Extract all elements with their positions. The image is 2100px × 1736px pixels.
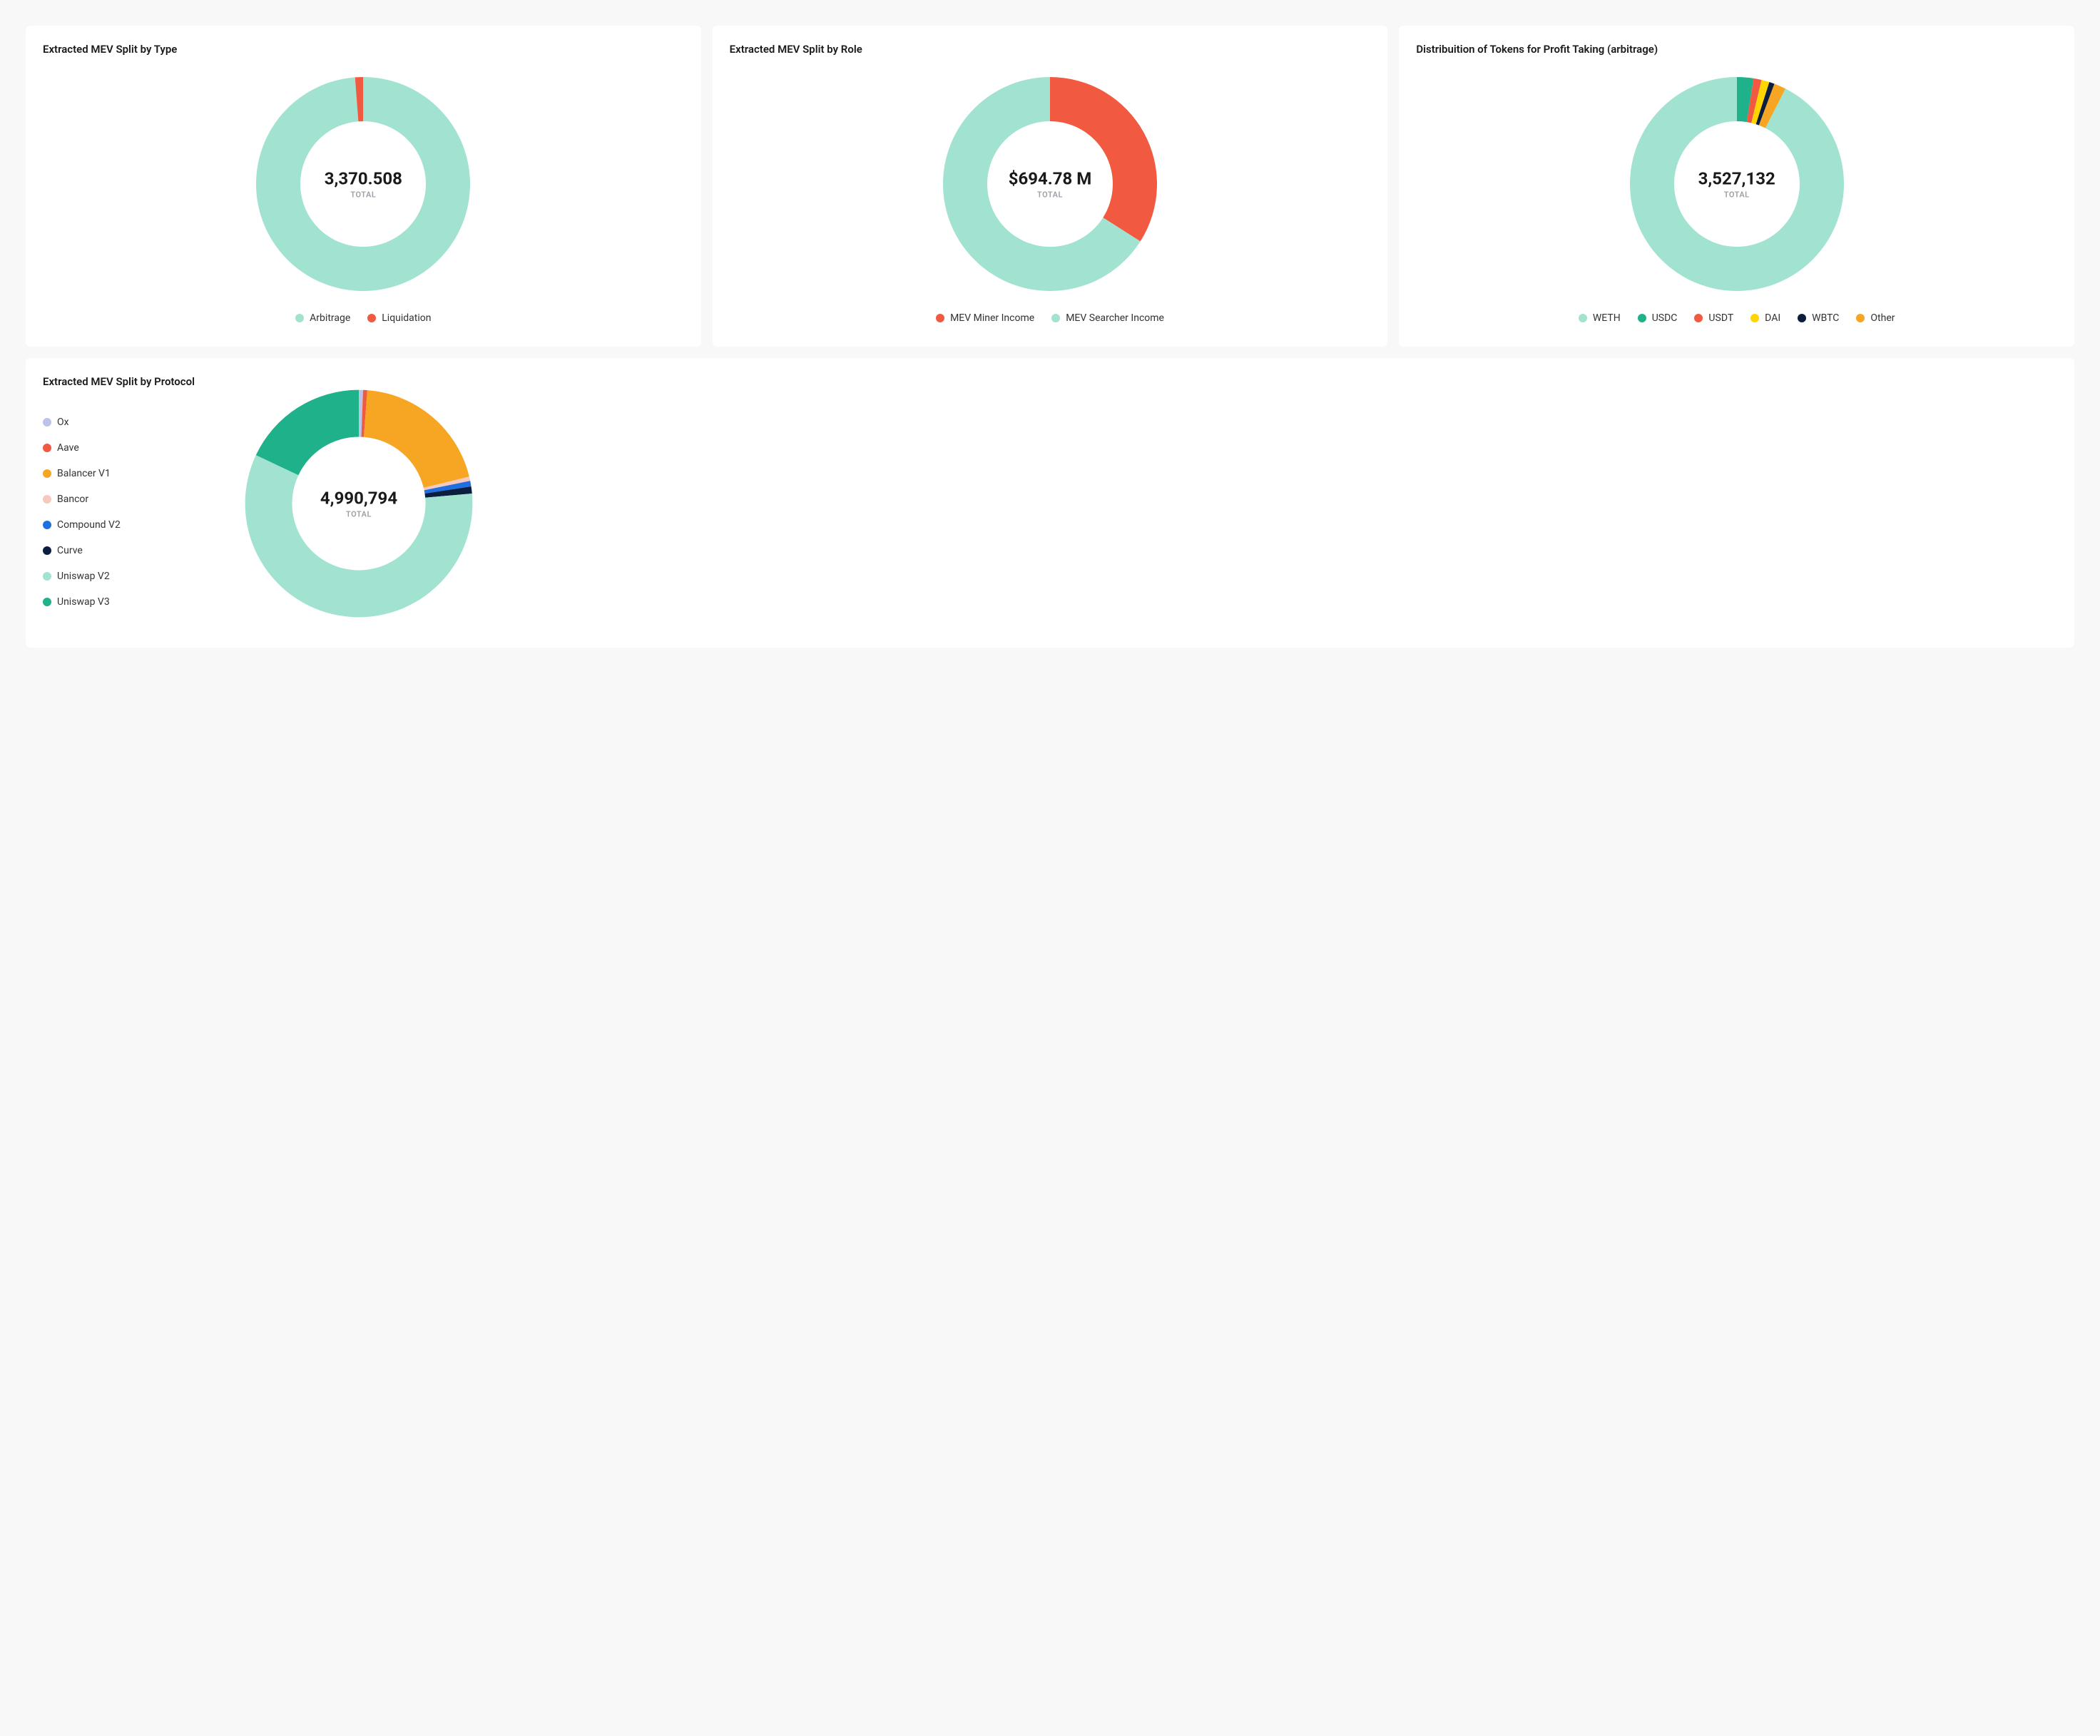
legend-item[interactable]: WBTC: [1798, 312, 1839, 324]
legend-swatch: [1856, 314, 1865, 322]
donut-segment[interactable]: [256, 390, 359, 476]
legend-label: USDC: [1652, 312, 1678, 324]
legend-tokens: WETH USDC USDT DAI WBTC Other: [1416, 312, 2057, 324]
legend-item[interactable]: MEV Searcher Income: [1051, 312, 1164, 324]
legend-item[interactable]: DAI: [1750, 312, 1780, 324]
legend-swatch: [43, 469, 51, 478]
legend-swatch: [43, 521, 51, 529]
legend-swatch: [936, 314, 944, 322]
legend-swatch: [43, 418, 51, 427]
legend-label: Other: [1870, 312, 1895, 324]
row-bottom: Extracted MEV Split by Protocol Ox Aave Ba…: [26, 358, 2074, 648]
legend-swatch: [43, 572, 51, 581]
legend-swatch: [43, 444, 51, 452]
card-protocol: Extracted MEV Split by Protocol Ox Aave Ba…: [26, 358, 2074, 648]
donut-type-wrap: 3,370.508 TOTAL: [43, 70, 684, 298]
legend-label: Bancor: [57, 494, 88, 505]
legend-label: Ox: [57, 417, 69, 428]
card-title-protocol: Extracted MEV Split by Protocol: [43, 375, 195, 388]
legend-swatch: [1579, 314, 1587, 322]
legend-label: Aave: [57, 442, 79, 454]
legend-label: WBTC: [1812, 312, 1839, 324]
donut-protocol-wrap: 4,990,794 TOTAL: [238, 382, 480, 625]
legend-swatch: [43, 495, 51, 504]
donut-segment[interactable]: [1630, 77, 1844, 291]
legend-protocol: Ox Aave Balancer V1 Bancor Compound V2 Curve U…: [43, 417, 195, 608]
legend-label: WETH: [1593, 312, 1621, 324]
legend-item[interactable]: USDC: [1638, 312, 1678, 324]
legend-label: Uniswap V3: [57, 596, 110, 608]
legend-item[interactable]: Balancer V1: [43, 468, 195, 479]
legend-swatch: [1750, 314, 1759, 322]
card-role: Extracted MEV Split by Role $694.78 M TO…: [713, 26, 1388, 347]
card-type: Extracted MEV Split by Type 3,370.508 TO…: [26, 26, 701, 347]
legend-swatch: [367, 314, 376, 322]
legend-label: Uniswap V2: [57, 571, 110, 582]
legend-swatch: [43, 546, 51, 555]
legend-type: Arbitrage Liquidation: [43, 312, 684, 324]
donut-tokens-wrap: 3,527,132 TOTAL: [1416, 70, 2057, 298]
donut-segment[interactable]: [364, 390, 469, 488]
dashboard: Extracted MEV Split by Type 3,370.508 TO…: [14, 14, 2086, 670]
legend-item[interactable]: Other: [1856, 312, 1895, 324]
donut-tokens-svg[interactable]: [1623, 70, 1851, 298]
legend-item[interactable]: Ox: [43, 417, 195, 428]
legend-item[interactable]: Uniswap V3: [43, 596, 195, 608]
donut-segment[interactable]: [1050, 77, 1157, 241]
legend-item[interactable]: Uniswap V2: [43, 571, 195, 582]
legend-label: USDT: [1708, 312, 1733, 324]
legend-swatch: [1694, 314, 1703, 322]
legend-item[interactable]: Aave: [43, 442, 195, 454]
legend-label: MEV Searcher Income: [1066, 312, 1164, 324]
legend-item[interactable]: Arbitrage: [295, 312, 350, 324]
donut-protocol-svg[interactable]: [238, 382, 480, 625]
donut-role-wrap: $694.78 M TOTAL: [730, 70, 1371, 298]
legend-item[interactable]: Bancor: [43, 494, 195, 505]
card-protocol-left: Extracted MEV Split by Protocol Ox Aave Ba…: [43, 375, 195, 608]
legend-item[interactable]: Liquidation: [367, 312, 431, 324]
row-top: Extracted MEV Split by Type 3,370.508 TO…: [26, 26, 2074, 347]
legend-label: Liquidation: [382, 312, 431, 324]
legend-label: Balancer V1: [57, 468, 111, 479]
card-title-type: Extracted MEV Split by Type: [43, 43, 684, 56]
legend-label: MEV Miner Income: [950, 312, 1034, 324]
legend-item[interactable]: USDT: [1694, 312, 1733, 324]
legend-role: MEV Miner Income MEV Searcher Income: [730, 312, 1371, 324]
card-tokens: Distribuition of Tokens for Profit Takin…: [1399, 26, 2074, 347]
legend-item[interactable]: Curve: [43, 545, 195, 556]
legend-item[interactable]: MEV Miner Income: [936, 312, 1034, 324]
legend-item[interactable]: Compound V2: [43, 519, 195, 531]
legend-label: Arbitrage: [310, 312, 350, 324]
legend-swatch: [295, 314, 304, 322]
legend-swatch: [43, 598, 51, 606]
donut-type-svg[interactable]: [249, 70, 477, 298]
legend-swatch: [1638, 314, 1646, 322]
legend-swatch: [1798, 314, 1806, 322]
legend-swatch: [1051, 314, 1060, 322]
donut-role-svg[interactable]: [936, 70, 1164, 298]
card-title-tokens: Distribuition of Tokens for Profit Takin…: [1416, 43, 2057, 56]
legend-label: Curve: [57, 545, 83, 556]
legend-label: Compound V2: [57, 519, 121, 531]
legend-label: DAI: [1765, 312, 1780, 324]
card-title-role: Extracted MEV Split by Role: [730, 43, 1371, 56]
legend-item[interactable]: WETH: [1579, 312, 1621, 324]
